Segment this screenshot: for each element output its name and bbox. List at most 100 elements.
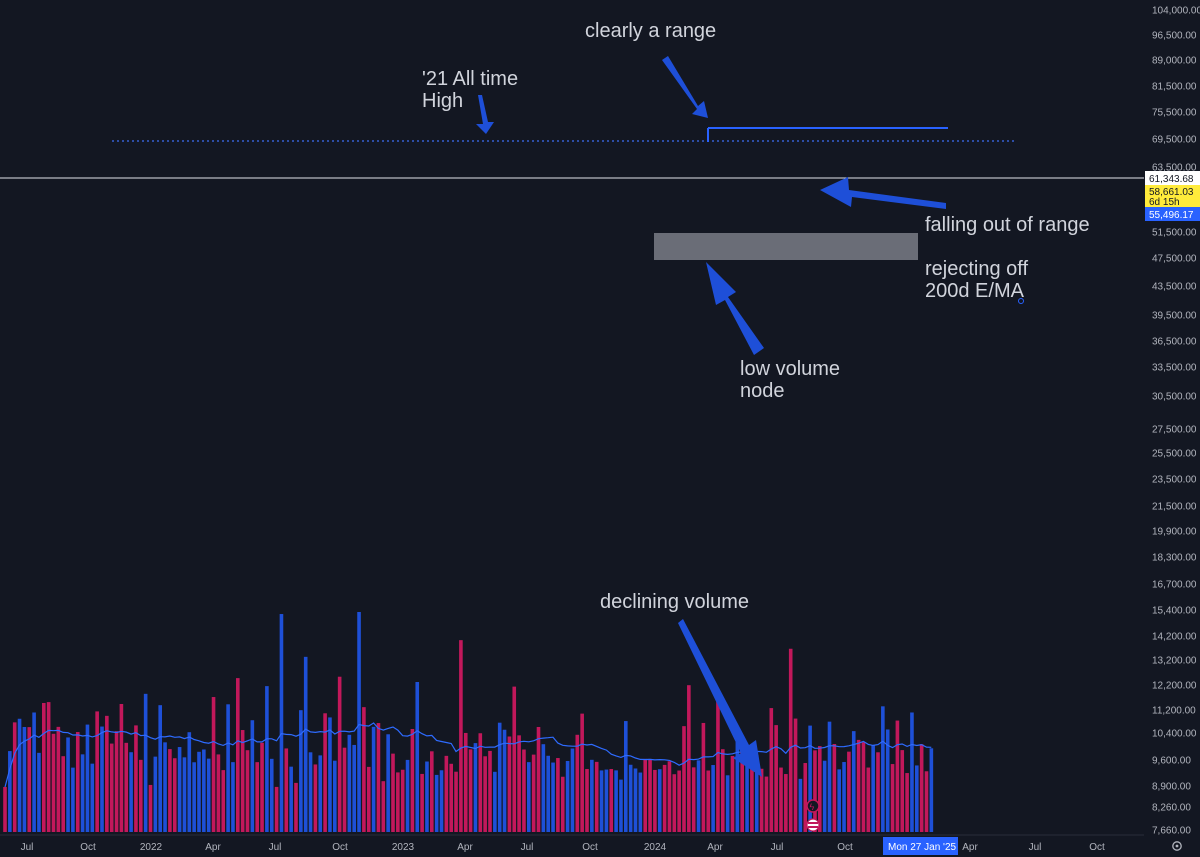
- volume-bar: [512, 686, 517, 832]
- volume-bar: [585, 769, 589, 832]
- time-tick-label: 2023: [392, 842, 415, 853]
- countdown-badge-text: 6d 15h: [1149, 197, 1180, 208]
- volume-bar: [667, 761, 672, 832]
- volume-bar: [774, 725, 778, 832]
- price-tick-label: 19,900.00: [1152, 527, 1197, 538]
- volume-bar: [328, 717, 332, 832]
- volume-bar: [119, 703, 124, 832]
- annotation-falling: falling out of range: [925, 214, 1090, 236]
- volume-bar: [425, 761, 429, 832]
- time-tick-label: Oct: [332, 842, 348, 853]
- volume-bar: [396, 772, 400, 832]
- annotation-texts: '21 All time High clearly a range fallin…: [422, 20, 1090, 613]
- annotation-lvn-line2: node: [740, 380, 785, 402]
- volume-bar: [449, 763, 453, 832]
- volume-bar: [497, 722, 502, 832]
- price-tick-label: 36,500.00: [1152, 337, 1197, 348]
- volume-bar: [172, 758, 177, 832]
- volume-bar: [541, 744, 546, 832]
- volume-bar: [148, 784, 153, 832]
- time-tick-label: Oct: [582, 842, 598, 853]
- price-tick-label: 81,500.00: [1152, 82, 1197, 93]
- price-tick-label: 15,400.00: [1152, 606, 1197, 617]
- volume-ma-line: [4, 722, 932, 788]
- volume-bar: [565, 760, 570, 832]
- volume-bar: [905, 773, 909, 832]
- price-axis-panel: [1144, 0, 1200, 857]
- volume-bar: [691, 767, 696, 832]
- low-price-badge-text: 55,496.17: [1149, 210, 1194, 221]
- volume-bar: [910, 712, 914, 832]
- volume-bar: [725, 775, 730, 832]
- volume-bar: [643, 758, 647, 832]
- volume-bar: [37, 752, 41, 832]
- price-tick-label: 16,700.00: [1152, 580, 1197, 591]
- time-tick-label: Jul: [1029, 842, 1042, 853]
- price-tick-label: 96,500.00: [1152, 31, 1197, 42]
- volume-bar: [206, 758, 211, 832]
- volume-bar: [885, 729, 890, 832]
- time-axis-panel: [0, 835, 1200, 857]
- volume-bar: [357, 612, 361, 832]
- event-lightning-icon[interactable]: ϟ: [806, 799, 820, 813]
- volume-bar: [866, 767, 871, 832]
- volume-bar: [129, 752, 133, 832]
- volume-bar: [769, 708, 774, 832]
- volume-bar: [784, 774, 788, 832]
- volume-bar: [434, 774, 439, 832]
- volume-bar: [153, 756, 158, 832]
- volume-bar: [32, 712, 36, 832]
- annotation-lvn-line1: low volume: [740, 358, 840, 380]
- volume-bar: [890, 764, 895, 832]
- annotation-arrows: [476, 56, 946, 777]
- volume-bar: [42, 702, 46, 832]
- volume-bar: [560, 776, 565, 832]
- volume-bar: [842, 762, 846, 832]
- price-tick-label: 30,500.00: [1152, 392, 1197, 403]
- volume-bar: [17, 718, 22, 832]
- volume-bar: [75, 732, 80, 832]
- arrow-lvn: [706, 262, 764, 355]
- flag-us-icon[interactable]: [806, 818, 820, 832]
- volume-bar: [226, 704, 230, 832]
- volume-bar: [405, 759, 410, 832]
- time-tick-label: Oct: [80, 842, 96, 853]
- price-tick-label: 7,660.00: [1152, 826, 1191, 837]
- volume-bar: [861, 742, 866, 832]
- volume-bar: [386, 734, 390, 832]
- time-tick-label: Jul: [521, 842, 534, 853]
- volume-bar: [260, 742, 264, 832]
- volume-bar: [313, 764, 318, 832]
- volume-bar: [463, 732, 468, 832]
- volume-bar: [730, 756, 735, 832]
- volume-bar: [279, 614, 284, 832]
- price-tick-label: 47,500.00: [1152, 254, 1197, 265]
- volume-bar: [454, 771, 458, 832]
- volume-bar: [90, 763, 95, 832]
- volume-bar: [628, 764, 633, 832]
- volume-bar: [929, 748, 934, 832]
- volume-bar: [759, 768, 764, 832]
- volume-bar: [468, 749, 473, 832]
- time-tick-label: Oct: [1089, 842, 1105, 853]
- volume-bar: [818, 746, 822, 832]
- volume-bar: [352, 744, 356, 832]
- volume-bar: [376, 723, 381, 832]
- settings-gear-icon[interactable]: [1172, 841, 1182, 851]
- volume-bar: [648, 758, 652, 832]
- volume-bar: [250, 720, 255, 832]
- crosshair-time-badge[interactable]: [883, 837, 958, 855]
- volume-bar: [653, 769, 657, 832]
- volume-bar: [837, 769, 841, 832]
- volume-bar: [66, 737, 70, 832]
- volume-bar: [274, 786, 279, 832]
- price-tick-label: 21,500.00: [1152, 502, 1197, 513]
- volume-bar: [80, 754, 85, 832]
- time-tick-label: Oct: [837, 842, 853, 853]
- volume-bar: [735, 741, 740, 832]
- volume-bar: [531, 754, 536, 832]
- volume-bar: [134, 725, 138, 832]
- volume-bar: [236, 678, 240, 832]
- current-price-badge: [1145, 185, 1200, 207]
